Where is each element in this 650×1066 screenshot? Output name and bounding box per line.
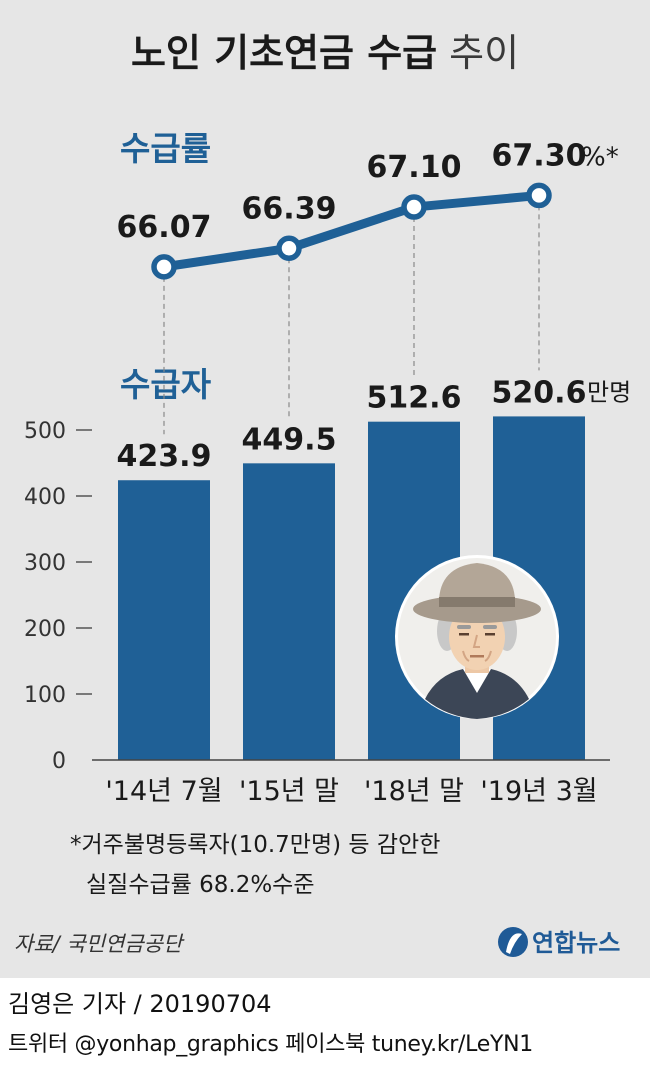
y-tick-label: 300 <box>24 551 66 576</box>
rate-point <box>401 194 427 220</box>
bar <box>243 463 335 760</box>
x-tick-label: '19년 3월 <box>480 776 597 807</box>
guide-lines <box>163 205 540 435</box>
x-axis: '14년 7월 '15년 말 '18년 말 '19년 3월 <box>105 776 597 807</box>
yonhap-logo: 연합뉴스 <box>498 927 620 957</box>
x-tick-label: '15년 말 <box>239 776 339 807</box>
elderly-man-icon <box>395 555 559 719</box>
bar-value-label: 512.6 <box>367 381 462 416</box>
x-tick-label: '14년 7월 <box>105 776 222 807</box>
chart-svg: 노인 기초연금 수급 추이 수급률 수급자 500 400 300 200 100 0 42… <box>14 31 631 957</box>
rate-value-label: 66.07 <box>117 210 212 245</box>
rate-point <box>526 182 552 209</box>
logo-text: 연합뉴스 <box>532 929 620 957</box>
recipients-section-title: 수급자 <box>120 365 212 404</box>
y-tick-label: 500 <box>24 419 66 444</box>
note-line-1: *거주불명등록자(10.7만명) 등 감안한 <box>70 832 440 858</box>
chart-title: 노인 기초연금 수급 추이 <box>131 31 519 75</box>
rate-value-label: 67.30 <box>492 138 587 173</box>
y-axis: 500 400 300 200 100 0 <box>24 419 92 774</box>
x-tick-label: '18년 말 <box>364 776 464 807</box>
source-text: 자료/ 국민연금공단 <box>14 932 185 956</box>
y-tick-label: 200 <box>24 617 66 642</box>
rate-unit-label: %* <box>581 142 619 172</box>
rate-point <box>276 235 302 262</box>
title-sub: 추이 <box>449 31 519 75</box>
y-tick-label: 400 <box>24 485 66 510</box>
rate-point <box>151 254 177 280</box>
rate-value-label: 67.10 <box>367 150 462 185</box>
y-tick-label: 0 <box>52 749 66 774</box>
y-tick-label: 100 <box>24 683 66 708</box>
line-series: 66.07 66.39 67.10 67.30%* <box>117 138 619 280</box>
bar-value-label: 423.9 <box>117 439 212 474</box>
bar-value-label: 520.6 <box>492 375 587 410</box>
rate-line <box>163 190 540 272</box>
rate-section-title: 수급률 <box>120 129 211 168</box>
bar <box>118 480 210 760</box>
bar-unit-label: 만명 <box>587 378 631 406</box>
byline: 김영은 기자 / 20190704 <box>8 990 272 1018</box>
rate-value-label: 66.39 <box>242 191 337 226</box>
note-line-2: 실질수급률 68.2%수준 <box>86 872 315 898</box>
bar-value-label: 449.5 <box>242 422 337 457</box>
footer: 김영은 기자 / 20190704 트위터 @yonhap_graphics 페… <box>0 978 650 1066</box>
title-main: 노인 기초연금 수급 <box>131 31 437 75</box>
social-links: 트위터 @yonhap_graphics 페이스북 tuney.kr/LeYN1 <box>8 1032 533 1057</box>
bar-series: 423.9 449.5 512.6 520.6 만명 <box>92 375 631 761</box>
